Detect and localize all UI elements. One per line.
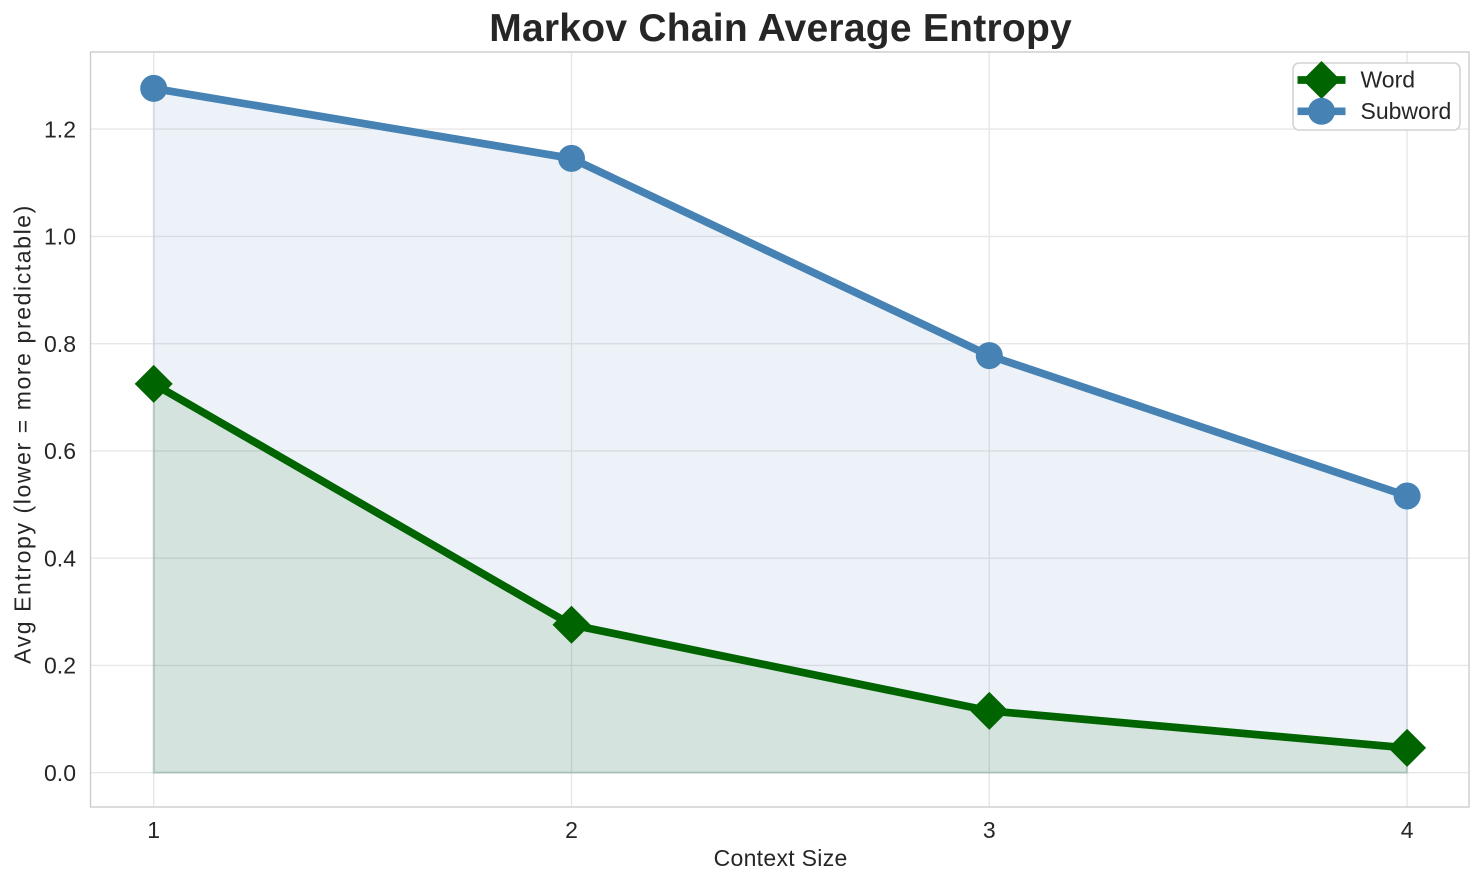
- svg-text:Avg Entropy (lower = more pred: Avg Entropy (lower = more predictable): [9, 204, 35, 664]
- svg-text:0.2: 0.2: [44, 653, 76, 679]
- svg-text:Word: Word: [1361, 67, 1416, 93]
- svg-text:0.4: 0.4: [44, 546, 76, 572]
- svg-text:0.8: 0.8: [44, 331, 76, 357]
- svg-text:1: 1: [147, 817, 160, 843]
- svg-text:4: 4: [1401, 817, 1414, 843]
- svg-text:3: 3: [983, 817, 996, 843]
- svg-text:Subword: Subword: [1361, 98, 1452, 124]
- svg-text:Context Size: Context Size: [714, 845, 848, 871]
- svg-text:1.0: 1.0: [44, 224, 76, 250]
- svg-text:0.0: 0.0: [44, 760, 76, 786]
- svg-text:1.2: 1.2: [44, 116, 76, 142]
- svg-text:2: 2: [565, 817, 578, 843]
- svg-text:0.6: 0.6: [44, 438, 76, 464]
- svg-text:Markov Chain Average Entropy: Markov Chain Average Entropy: [489, 7, 1072, 50]
